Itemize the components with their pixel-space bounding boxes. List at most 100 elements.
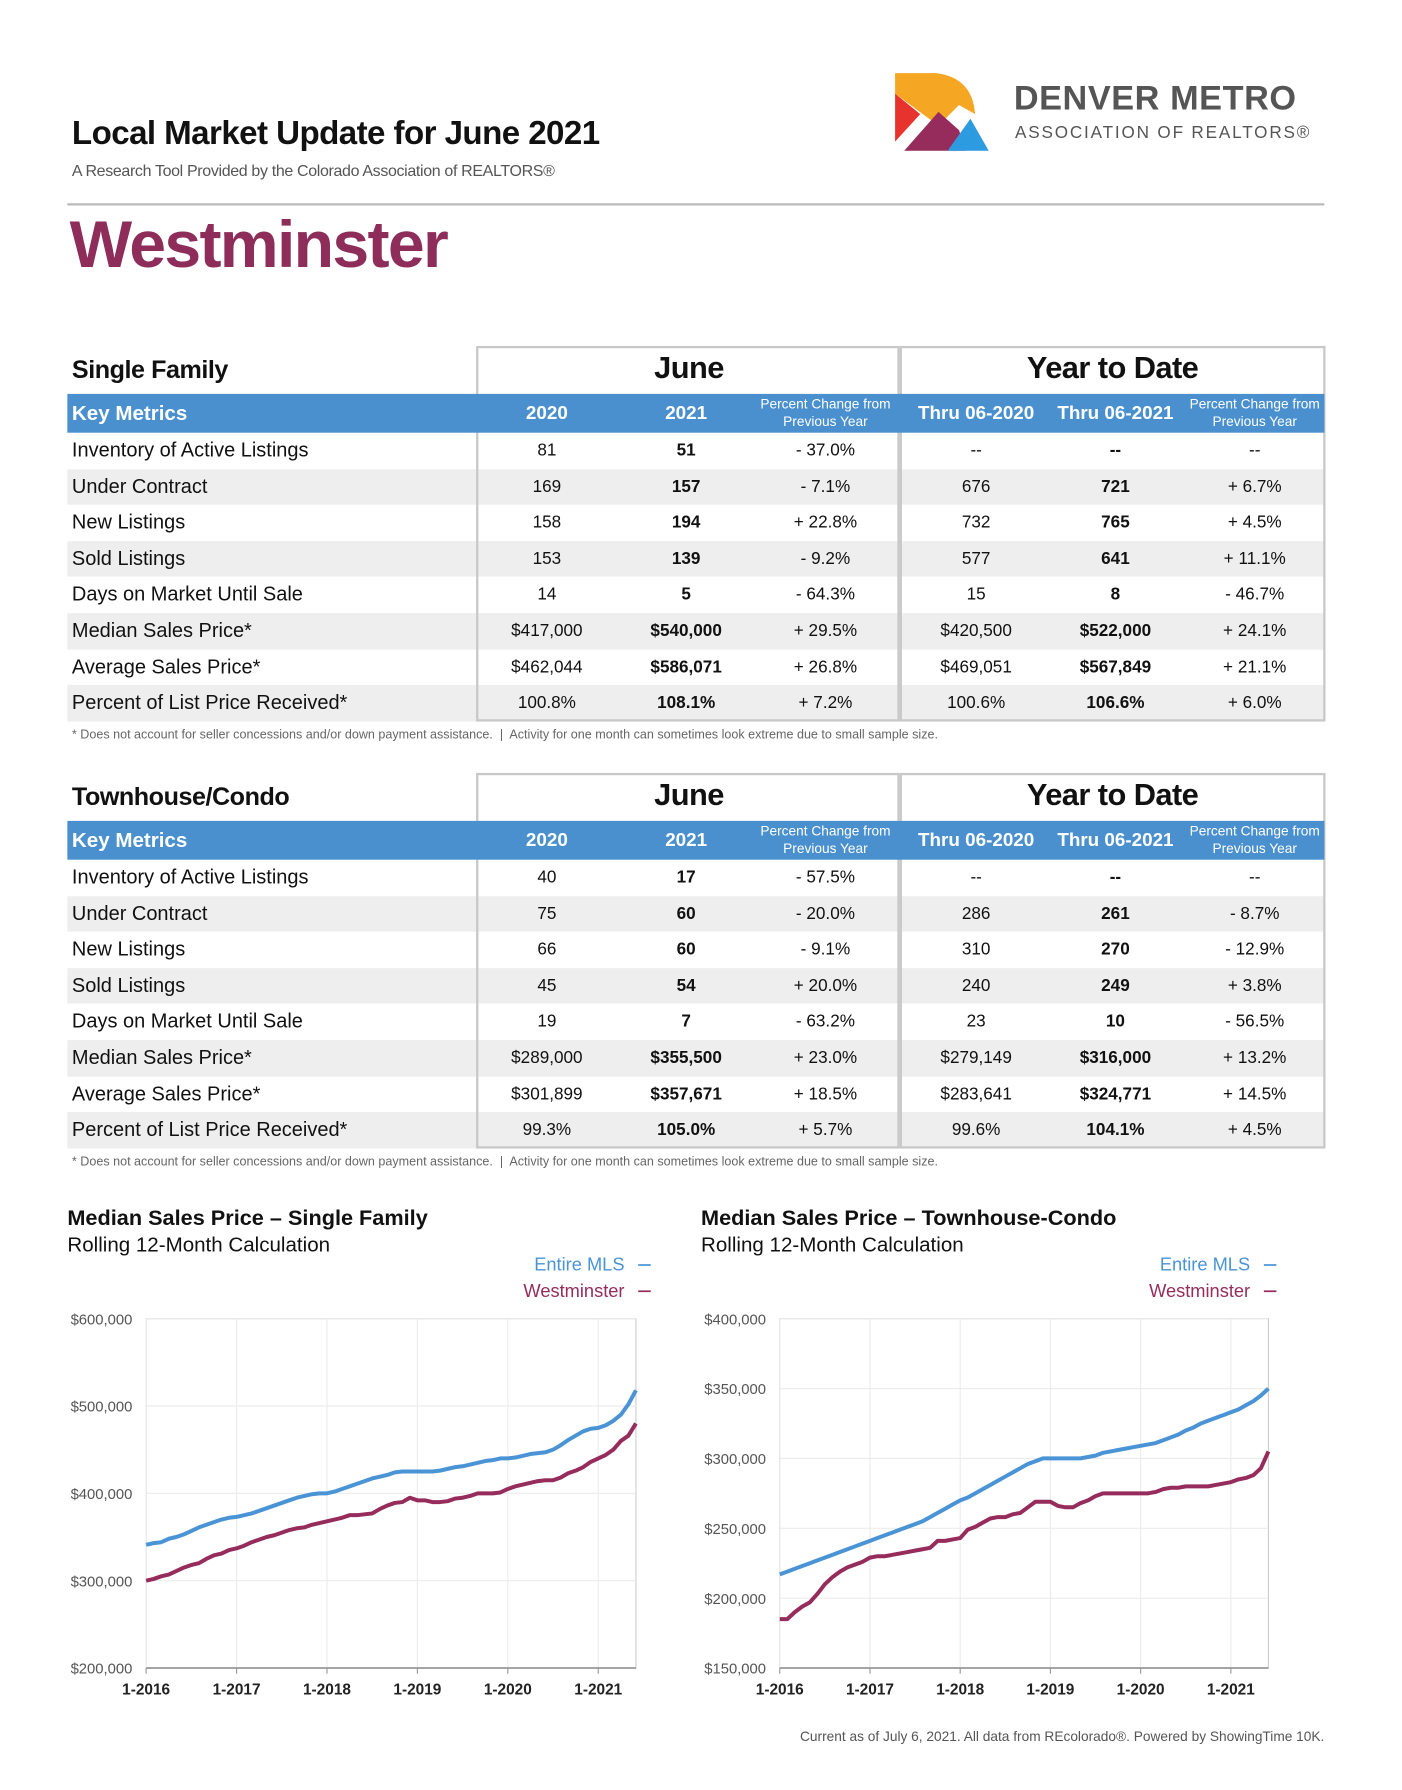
column-header: 2020 [525, 403, 568, 424]
cell: $522,000 [1079, 621, 1152, 641]
x-tick-label: 1-2021 [574, 1681, 622, 1698]
cell: 732 [961, 512, 991, 533]
chart-title: Median Sales Price – Single Family [67, 1205, 427, 1230]
row-label: Median Sales Price* [71, 1045, 252, 1069]
y-tick-label: $200,000 [71, 1662, 133, 1678]
cell: - 9.2% [800, 548, 851, 569]
cell: + 21.1% [1223, 657, 1287, 677]
report-title: Local Market Update for June 2021 [71, 115, 600, 152]
column-header: Percent Change from Previous Year [1189, 396, 1320, 430]
y-tick-label: $150,000 [704, 1662, 766, 1678]
y-tick-label: $300,000 [704, 1452, 766, 1468]
x-tick-label: 1-2018 [936, 1681, 984, 1698]
y-tick-label: $400,000 [704, 1312, 766, 1328]
cell: 54 [676, 975, 696, 996]
group-header: Year to Date [1026, 777, 1199, 812]
cell: 641 [1101, 548, 1130, 569]
cell: 8 [1110, 584, 1121, 605]
series-line [779, 1450, 1271, 1622]
row-label: Average Sales Price* [71, 1081, 261, 1105]
column-header: Thru 06-2020 [918, 830, 1035, 851]
cell: 99.6% [951, 1120, 1001, 1140]
cell: + 14.5% [1223, 1084, 1287, 1104]
separator [67, 203, 1325, 206]
cell: 66 [537, 939, 557, 960]
row-label: Sold Listings [71, 546, 186, 570]
row-label: Sold Listings [71, 973, 186, 997]
y-tick-label: $250,000 [704, 1522, 766, 1538]
logo-shape [904, 111, 966, 151]
cell: + 20.0% [793, 975, 858, 996]
cell: $540,000 [650, 621, 722, 641]
cell: $462,044 [511, 657, 583, 677]
cell: - 64.3% [795, 584, 855, 605]
cell: 765 [1101, 512, 1130, 533]
cell: -- [1109, 867, 1122, 888]
cell: 100.6% [947, 693, 1006, 713]
x-tick-label: 1-2017 [213, 1681, 261, 1698]
column-header: 2020 [525, 830, 568, 851]
row-label: Under Contract [71, 901, 208, 925]
row-label: Percent of List Price Received* [71, 690, 348, 714]
x-tick-label: 1-2016 [756, 1681, 804, 1698]
column-header: Percent Change from Previous Year [1189, 823, 1320, 857]
y-tick-label: $350,000 [704, 1382, 766, 1398]
cell: 139 [671, 548, 701, 569]
legend-label: Westminster [523, 1280, 624, 1301]
column-header: Key Metrics [71, 401, 188, 425]
cell: 60 [676, 939, 696, 960]
cell: 60 [676, 903, 696, 924]
cell: 14 [537, 584, 557, 605]
table-title: Single Family [71, 355, 228, 384]
report-subtitle: A Research Tool Provided by the Colorado… [71, 160, 555, 180]
cell: 261 [1101, 903, 1130, 924]
row-label: Percent of List Price Received* [71, 1117, 348, 1141]
cell: 19 [537, 1011, 557, 1032]
cell: -- [1249, 440, 1261, 461]
cell: 51 [676, 440, 696, 461]
group-header: June [654, 777, 724, 812]
cell: 310 [961, 939, 991, 960]
cell: + 6.7% [1227, 476, 1282, 497]
cell: + 22.8% [793, 512, 858, 533]
cell: $289,000 [511, 1048, 583, 1068]
cell: -- [1109, 440, 1122, 461]
column-header: 2021 [665, 403, 708, 424]
cell: - 8.7% [1229, 903, 1280, 924]
row-label: Inventory of Active Listings [71, 865, 309, 889]
cell: 45 [537, 975, 557, 996]
row-label: New Listings [71, 937, 186, 961]
cell: $469,051 [940, 657, 1012, 677]
table-block-border [476, 772, 900, 1149]
cell: $567,849 [1079, 657, 1152, 677]
cell: - 56.5% [1225, 1011, 1285, 1032]
cell: 99.3% [522, 1120, 572, 1140]
x-tick-label: 1-2017 [846, 1681, 894, 1698]
legend-label: Entire MLS [1160, 1254, 1250, 1275]
cell: - 12.9% [1225, 939, 1285, 960]
area-name: Westminster [69, 207, 449, 282]
cell: 577 [961, 548, 991, 569]
cell: 721 [1101, 476, 1130, 497]
logo-name: DENVER METRO [1013, 79, 1297, 118]
cell: - 57.5% [795, 867, 855, 888]
cell: 104.1% [1086, 1120, 1145, 1140]
cell: $357,671 [650, 1084, 722, 1104]
y-tick-label: $500,000 [71, 1400, 133, 1416]
cell: $324,771 [1079, 1084, 1152, 1104]
table-block-border [899, 772, 1326, 1149]
row-label: New Listings [71, 510, 186, 534]
chart-subtitle: Rolling 12-Month Calculation [67, 1233, 330, 1256]
header-bar [67, 820, 1325, 860]
cell: 15 [966, 584, 986, 605]
cell: $355,500 [650, 1048, 722, 1068]
series-line [145, 1422, 638, 1583]
cell: + 18.5% [793, 1084, 858, 1104]
legend-label: Entire MLS [534, 1254, 624, 1275]
cell: 270 [1101, 939, 1130, 960]
logo-shape [895, 93, 921, 142]
cell: - 63.2% [795, 1011, 855, 1032]
cell: 249 [1101, 975, 1130, 996]
cell: - 7.1% [800, 476, 851, 497]
